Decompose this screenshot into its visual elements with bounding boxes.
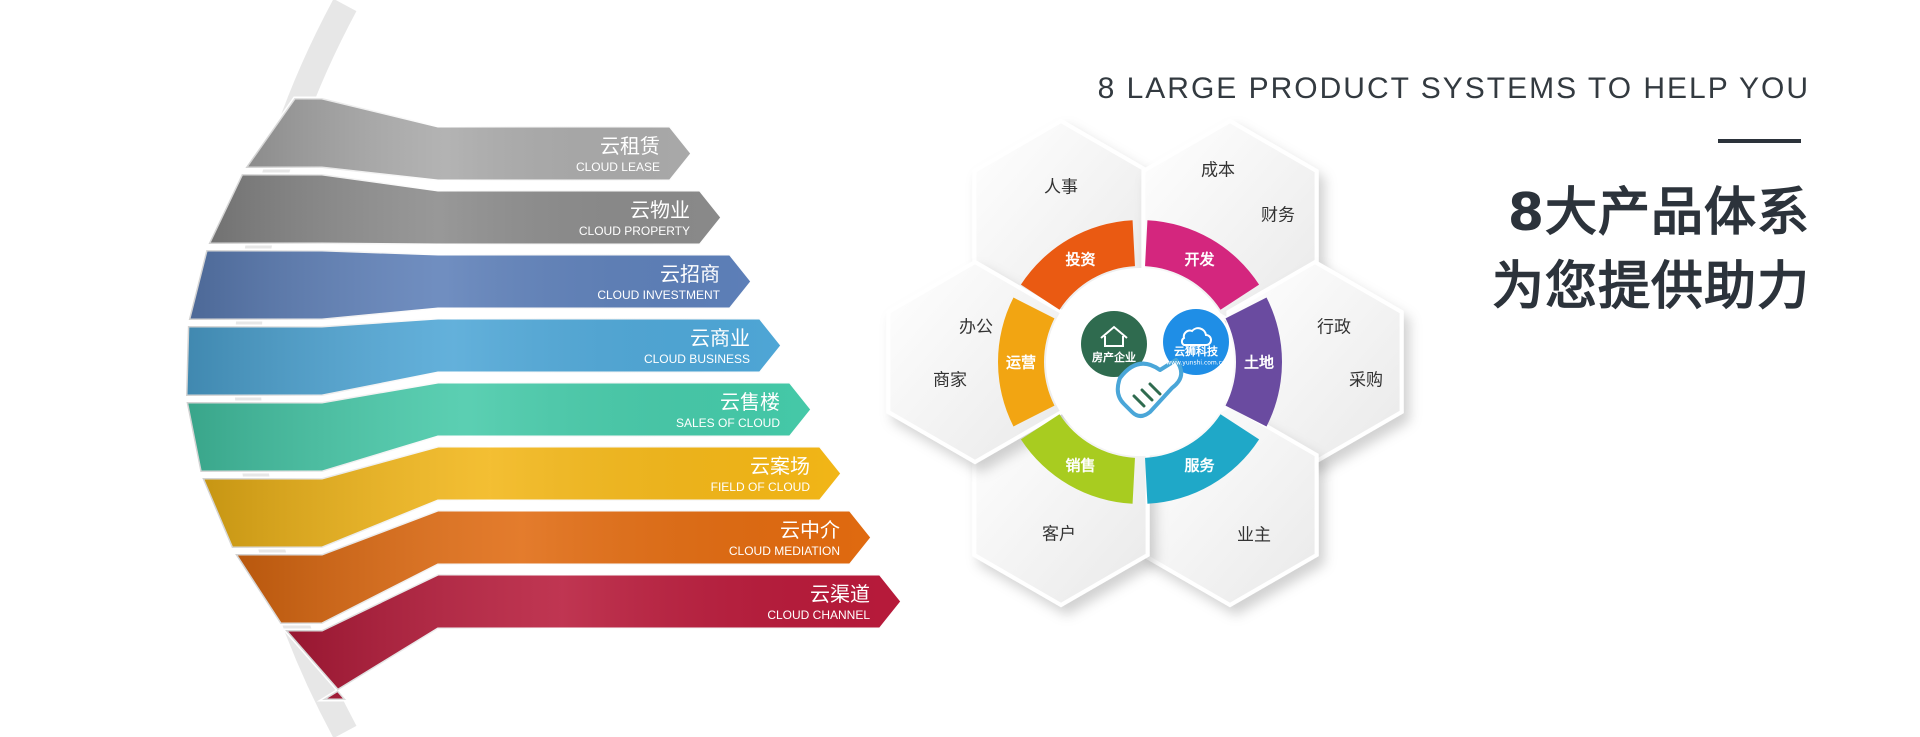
band-label-cn: 云物业 [630,198,690,222]
band-4 [184,316,784,398]
band-8 [281,572,904,702]
band-shading [186,318,782,396]
band-label: 云中介 CLOUD MEDIATION [729,520,840,557]
house-icon [1100,325,1128,347]
hexagon-label: 办公 [959,317,993,338]
band-1 [242,96,694,183]
ring-segment-4 [1145,414,1260,504]
real-estate-company-badge [1081,311,1147,377]
heading-english: 8 LARGE PRODUCT SYSTEMS TO HELP YOU [1097,72,1810,105]
heading-divider [1718,139,1801,143]
hexagon-label: 商家 [933,370,967,391]
yunshi-tech-label: 云狮科技 [1174,345,1218,358]
band-6 [199,444,844,550]
band-label-cn: 云招商 [660,262,720,286]
hexagon-label: 行政 [1317,317,1351,338]
ring-segment-3 [1225,297,1282,427]
band-label: 云招商 CLOUD INVESTMENT [597,264,720,301]
band-shading [202,446,843,548]
hexagon-label: 财务 [1261,205,1295,226]
band-2 [206,172,724,247]
band-label-en: SALES OF CLOUD [675,416,780,430]
band-shading [186,382,813,472]
band-label: 云售楼 SALES OF CLOUD [676,392,780,429]
yunshi-tech-badge [1163,309,1229,375]
real-estate-company-label: 房产企业 [1092,351,1136,364]
ring-segment-5 [1020,414,1135,504]
ring-segment-label: 服务 [1184,456,1215,475]
band-5 [184,380,814,474]
ring-segment-label: 投资 [1065,250,1096,269]
band-3 [186,248,754,322]
band-label: 云商业 CLOUD BUSINESS [644,328,750,365]
ring-segment-6 [997,297,1055,427]
band-shading [245,98,692,181]
band-label: 云渠道 CLOUD CHANNEL [767,584,870,621]
band-label-en: CLOUD MEDIATION [728,544,840,558]
band-label-cn: 云渠道 [810,582,870,606]
ring-segment-label: 开发 [1184,250,1215,269]
ring-segment-label: 销售 [1065,456,1096,475]
yunshi-tech-url: www.yunshi.com.cn [1166,359,1226,367]
hexagon-label: 业主 [1237,525,1271,546]
ring-segment-2 [1145,220,1260,310]
ring-segment-label: 运营 [1005,353,1037,372]
band-label: 云租赁 CLOUD LEASE [576,136,660,173]
band-label-en: CLOUD LEASE [575,160,660,174]
band-shading [285,574,903,700]
hexagon-label: 采购 [1349,370,1383,391]
band-label-cn: 云案场 [750,454,810,478]
band-shading [188,250,752,320]
band-label-cn: 云租赁 [600,134,660,158]
hexagon-label: 成本 [1201,160,1235,181]
band-shading [235,510,872,624]
handshake-fingers-icon [1132,382,1162,408]
heading-chinese-line-2: 为您提供助力 [1491,257,1810,317]
band-label-en: CLOUD BUSINESS [643,352,750,366]
band-label: 云物业 CLOUD PROPERTY [579,200,690,237]
band-label-cn: 云中介 [780,518,840,542]
handshake-icon [1115,358,1184,418]
band-shading [208,174,723,245]
ring-segment-label: 土地 [1243,353,1275,372]
ring-segment-1 [1020,220,1135,310]
hexagon-label: 客户 [1042,524,1076,545]
band-label-en: CLOUD CHANNEL [767,608,870,622]
band-label-cn: 云商业 [690,326,750,350]
band-label: 云案场 FIELD OF CLOUD [711,456,810,493]
band-label-en: CLOUD INVESTMENT [597,288,720,302]
heading-chinese-line-1: 8大产品体系 [1507,183,1810,243]
cloud-icon [1180,327,1212,346]
hexagon-label: 人事 [1044,177,1078,198]
band-7 [232,508,874,626]
band-label-cn: 云售楼 [720,390,780,414]
band-label-en: CLOUD PROPERTY [578,224,690,238]
band-label-en: FIELD OF CLOUD [710,480,810,494]
